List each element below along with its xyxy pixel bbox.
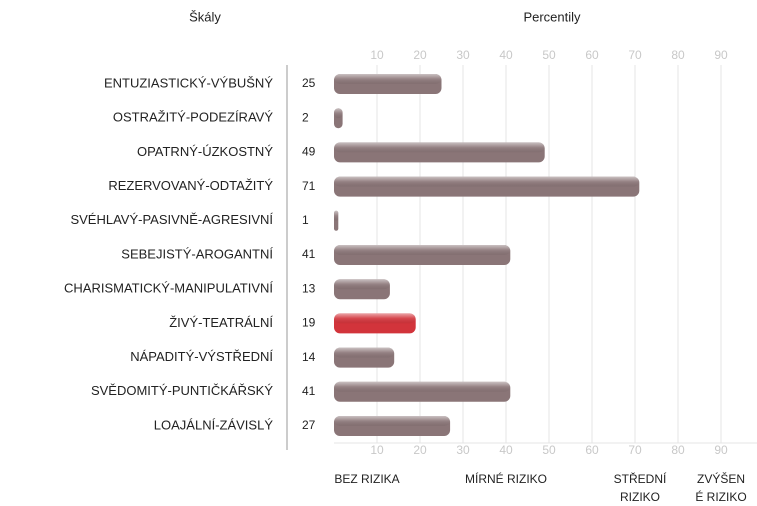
bar-shine (334, 313, 416, 324)
bar-shine (334, 347, 395, 358)
category-label: ENTUZIASTICKÝ-VÝBUŠNÝ (104, 75, 273, 90)
bar-shine (334, 176, 640, 187)
category-label: LOAJÁLNÍ-ZÁVISLÝ (154, 417, 274, 432)
x-tick-label-bottom: 40 (499, 443, 513, 457)
bar-shine (334, 381, 511, 392)
zone-label: É RIZIKO (695, 489, 746, 504)
x-tick-label-bottom: 30 (456, 443, 470, 457)
x-tick-label-bottom: 60 (585, 443, 599, 457)
category-label: CHARISMATICKÝ-MANIPULATIVNÍ (64, 281, 273, 296)
bar-shine (334, 210, 339, 221)
value-label: 41 (302, 384, 316, 398)
zone-label: MÍRNÉ RIZIKO (465, 471, 547, 486)
chart-title: Percentily (523, 9, 581, 24)
value-label: 25 (302, 76, 316, 90)
value-label: 2 (302, 110, 309, 124)
category-label: REZERVOVANÝ-ODTAŽITÝ (108, 178, 273, 193)
bar-shine (334, 74, 442, 84)
category-label: ŽIVÝ-TEATRÁLNÍ (169, 315, 273, 330)
value-label: 14 (302, 350, 316, 364)
category-label: OSTRAŽITÝ-PODEZÍRAVÝ (113, 110, 273, 125)
value-label: 71 (302, 179, 316, 193)
x-tick-label-bottom: 50 (542, 443, 556, 457)
bar-shine (334, 245, 511, 255)
zone-label: BEZ RIZIKA (334, 472, 399, 486)
x-tick-label-top: 10 (370, 48, 384, 62)
x-tick-label-top: 80 (671, 48, 685, 62)
category-label: NÁPADITÝ-VÝSTŘEDNÍ (130, 349, 273, 364)
x-tick-label-bottom: 10 (370, 443, 384, 457)
x-tick-label-bottom: 80 (671, 443, 685, 457)
value-label: 13 (302, 281, 316, 295)
x-tick-label-top: 90 (714, 48, 728, 62)
bar-shine (334, 142, 545, 153)
value-label: 19 (302, 316, 316, 330)
zone-label: RIZIKO (620, 490, 660, 504)
bar-shine (334, 416, 451, 426)
category-label: OPATRNÝ-ÚZKOSTNÝ (137, 144, 273, 159)
category-label: SVĚDOMITÝ-PUNTIČKÁŘSKÝ (91, 383, 273, 398)
x-tick-label-top: 20 (413, 48, 427, 62)
value-label: 49 (302, 145, 316, 159)
x-tick-label-top: 50 (542, 48, 556, 62)
value-label: 27 (302, 418, 316, 432)
left-header: Škály (189, 9, 221, 24)
bar-shine (334, 108, 343, 119)
x-tick-label-top: 70 (628, 48, 642, 62)
x-tick-label-bottom: 90 (714, 443, 728, 457)
x-tick-label-bottom: 70 (628, 443, 642, 457)
bar-shine (334, 279, 390, 290)
x-tick-label-top: 60 (585, 48, 599, 62)
value-label: 41 (302, 247, 316, 261)
x-tick-label-top: 30 (456, 48, 470, 62)
x-tick-label-top: 40 (499, 48, 513, 62)
x-tick-label-bottom: 20 (413, 443, 427, 457)
category-label: SEBEJISTÝ-AROGANTNÍ (121, 246, 273, 261)
zone-label: STŘEDNÍ (614, 471, 667, 486)
value-label: 1 (302, 213, 309, 227)
zone-label: ZVÝŠEN (697, 471, 745, 486)
category-label: SVÉHLAVÝ-PASIVNĚ-AGRESIVNÍ (70, 212, 273, 227)
